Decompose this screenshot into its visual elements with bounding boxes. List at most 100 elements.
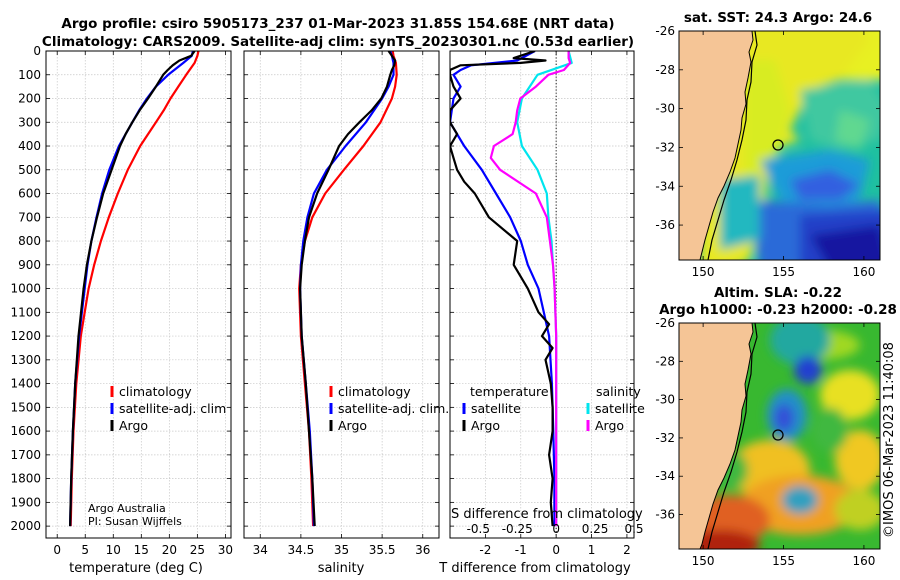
- s-diff-tick-label: -0.5: [467, 522, 490, 536]
- series-line-climatology: [69, 51, 200, 527]
- map-tick-label-y: -32: [655, 431, 675, 445]
- series-group: [298, 51, 398, 527]
- tick-label-depth: 100: [18, 68, 41, 82]
- salinity-legend: climatology satellite-adj. clim. Argo: [329, 384, 449, 433]
- tick-label-x: 35.5: [369, 543, 396, 557]
- legend-label-argo: Argo: [338, 418, 367, 433]
- legend-label-t-satellite: satellite: [471, 401, 521, 416]
- tick-label-depth: 800: [18, 234, 41, 248]
- figure-title-line2: Climatology: CARS2009. Satellite-adj cli…: [42, 34, 634, 50]
- difference-legend: temperature satellite Argo salinity sate…: [462, 384, 645, 433]
- tick-label-depth: 1600: [10, 424, 41, 438]
- map-tick-label-x: 160: [852, 265, 875, 279]
- map-tick-label-x: 155: [772, 554, 795, 568]
- tick-label-depth: 1500: [10, 400, 41, 414]
- series-group: [450, 51, 573, 527]
- tick-label-depth: 1300: [10, 353, 41, 367]
- salinity-panel: 34 34.5 35 35.5 36: [243, 50, 440, 557]
- s-diff-tick-label: 0.5: [624, 522, 643, 536]
- legend-label-climatology: climatology: [119, 384, 192, 399]
- tick-label-depth: 1100: [10, 305, 41, 319]
- tick-label-x: 5: [81, 543, 89, 557]
- tick-label-x: 0: [552, 543, 560, 557]
- tick-label-depth: 200: [18, 92, 41, 106]
- legend-title-salinity: salinity: [596, 384, 641, 399]
- tick-label-depth: 1800: [10, 472, 41, 486]
- argo-position-marker: [772, 429, 784, 441]
- sst-map-title: sat. SST: 24.3 Argo: 24.6: [684, 10, 872, 26]
- legend-label-s-satellite: satellite: [595, 401, 645, 416]
- depth-axis-labels: 0 100 200 300 400 500 600 700 800 900 1000 1100 1200…: [10, 44, 41, 533]
- map-tick-label-y: -28: [655, 63, 675, 77]
- tick-label-depth: 1200: [10, 329, 41, 343]
- sla-map-title-line2: Argo h1000: -0.23 h2000: -0.28: [659, 302, 897, 318]
- s-difference-tick-labels: -0.5 -0.25 0 0.25 0.5: [467, 522, 644, 536]
- sla-map-image: [679, 323, 880, 549]
- tick-label-x: 0: [53, 543, 61, 557]
- tick-label-x: 10: [106, 543, 121, 557]
- temperature-axis-label: temperature (deg C): [69, 561, 203, 576]
- s-diff-tick-label: -0.25: [502, 522, 533, 536]
- map-tick-label-y: -26: [655, 24, 675, 38]
- tick-label-x: -1: [515, 543, 527, 557]
- series-group: [69, 51, 200, 527]
- plot-background: [46, 51, 231, 538]
- map-tick-label-x: 150: [692, 554, 715, 568]
- salinity-axis-label: salinity: [318, 561, 365, 576]
- s-diff-tick-label: 0: [552, 522, 560, 536]
- tick-label-x: 30: [218, 543, 233, 557]
- plot-frame: [243, 50, 440, 539]
- series-line-s-argo: [489, 51, 572, 527]
- tick-label-depth: 1400: [10, 377, 41, 391]
- argo-position-marker: [772, 139, 784, 151]
- tick-label-depth: 1700: [10, 448, 41, 462]
- tick-label-depth: 1900: [10, 495, 41, 509]
- map-tick-label-x: 155: [772, 265, 795, 279]
- tick-label-x: 25: [190, 543, 205, 557]
- sla-map-title-line1: Altim. SLA: -0.22: [714, 285, 842, 301]
- tick-label-x: 36: [415, 543, 430, 557]
- figure-title-line1: Argo profile: csiro 5905173_237 01-Mar-2…: [61, 16, 614, 32]
- legend-label-t-argo: Argo: [471, 418, 500, 433]
- map-tick-label-y: -28: [655, 354, 675, 368]
- tick-label-depth: 500: [18, 163, 41, 177]
- legend-title-temperature: temperature: [470, 384, 549, 399]
- plot-frame: [449, 50, 635, 539]
- map-tick-label-y: -30: [655, 102, 675, 116]
- sst-map-frame: [678, 30, 881, 261]
- series-line-argo: [69, 51, 196, 527]
- legend-label-s-argo: Argo: [595, 418, 624, 433]
- map-tick-label-y: -30: [655, 393, 675, 407]
- tick-label-depth: 1000: [10, 282, 41, 296]
- tick-label-depth: 700: [18, 210, 41, 224]
- credit-line1: Argo Australia: [88, 502, 166, 515]
- tick-label-depth: 300: [18, 115, 41, 129]
- map-tick-label-y: -32: [655, 140, 675, 154]
- plot-background: [450, 51, 634, 538]
- legend-label-satellite-adj: satellite-adj. clim.: [338, 401, 449, 416]
- map-tick-label-x: 150: [692, 265, 715, 279]
- series-line-argo: [299, 51, 397, 527]
- map-tick-label-y: -36: [655, 508, 675, 522]
- tick-label-x: 2: [623, 543, 631, 557]
- map-tick-label-x: 160: [852, 554, 875, 568]
- tick-label-x: 34.5: [288, 543, 315, 557]
- legend-label-satellite-adj: satellite-adj. clim: [119, 401, 226, 416]
- tick-label-x: 35: [334, 543, 349, 557]
- temperature-panel: 0 5 10 15 20 25 30: [45, 50, 233, 557]
- sst-map-axes: 150 155 160 -26 -28 -30 -32 -34 -36: [655, 24, 880, 279]
- legend-label-climatology: climatology: [338, 384, 411, 399]
- tick-label-depth: 600: [18, 187, 41, 201]
- plot-frame: [45, 50, 232, 539]
- tick-label-depth: 0: [33, 44, 41, 58]
- legend-label-argo: Argo: [119, 418, 148, 433]
- tick-label-x: 15: [134, 543, 149, 557]
- series-line-t-satellite: [450, 51, 556, 527]
- sst-map-image: [679, 31, 880, 260]
- tick-label-x: 34: [253, 543, 268, 557]
- map-tick-label-y: -34: [655, 179, 675, 193]
- difference-panel: -2 -1 0 1 2: [449, 50, 635, 557]
- sla-map-axes: 150 155 160 -26 -28 -30 -32 -34 -36: [655, 316, 880, 568]
- tick-label-x: -2: [479, 543, 491, 557]
